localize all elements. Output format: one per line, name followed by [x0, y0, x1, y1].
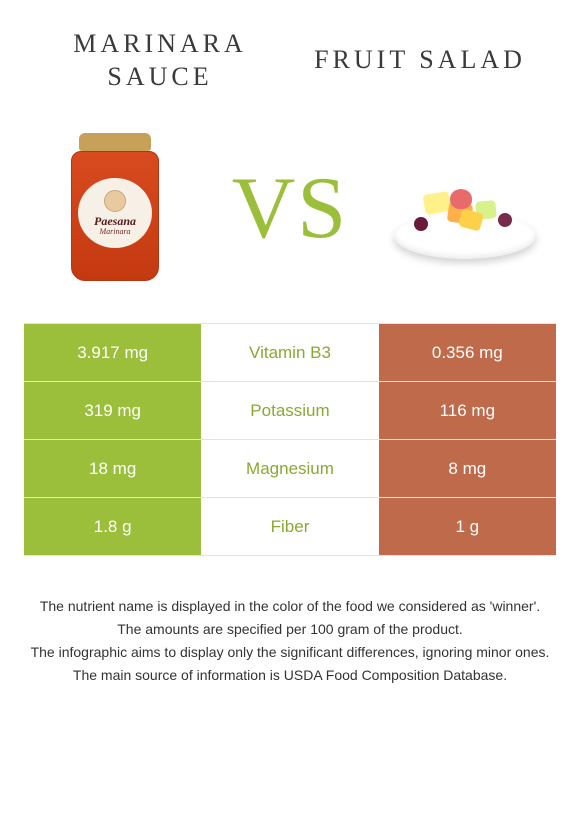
vs-text: VS: [232, 158, 349, 259]
left-value: 319 mg: [24, 382, 201, 439]
left-food-image: Paesana Marinara: [40, 123, 190, 293]
nutrient-name: Fiber: [201, 498, 378, 555]
jar-variant: Marinara: [99, 227, 130, 236]
left-food-title: MARINARA SAUCE: [40, 28, 280, 93]
nutrient-table: 3.917 mgVitamin B30.356 mg319 mgPotassiu…: [24, 323, 556, 556]
salad-icon: [390, 153, 540, 263]
right-value: 0.356 mg: [379, 324, 556, 381]
table-row: 18 mgMagnesium8 mg: [24, 440, 556, 498]
footer-line: The nutrient name is displayed in the co…: [28, 596, 552, 617]
footer-notes: The nutrient name is displayed in the co…: [0, 556, 580, 686]
table-row: 3.917 mgVitamin B30.356 mg: [24, 324, 556, 382]
right-value: 8 mg: [379, 440, 556, 497]
left-value: 3.917 mg: [24, 324, 201, 381]
nutrient-name: Potassium: [201, 382, 378, 439]
footer-line: The main source of information is USDA F…: [28, 665, 552, 686]
right-food-image: [390, 123, 540, 293]
right-value: 1 g: [379, 498, 556, 555]
right-value: 116 mg: [379, 382, 556, 439]
footer-line: The amounts are specified per 100 gram o…: [28, 619, 552, 640]
jar-icon: Paesana Marinara: [70, 133, 160, 283]
right-food-title: FRUIT SALAD: [300, 44, 540, 77]
nutrient-name: Magnesium: [201, 440, 378, 497]
header: MARINARA SAUCE FRUIT SALAD: [0, 0, 580, 103]
left-value: 1.8 g: [24, 498, 201, 555]
nutrient-name: Vitamin B3: [201, 324, 378, 381]
table-row: 319 mgPotassium116 mg: [24, 382, 556, 440]
images-row: Paesana Marinara VS: [0, 103, 580, 323]
left-value: 18 mg: [24, 440, 201, 497]
footer-line: The infographic aims to display only the…: [28, 642, 552, 663]
table-row: 1.8 gFiber1 g: [24, 498, 556, 556]
